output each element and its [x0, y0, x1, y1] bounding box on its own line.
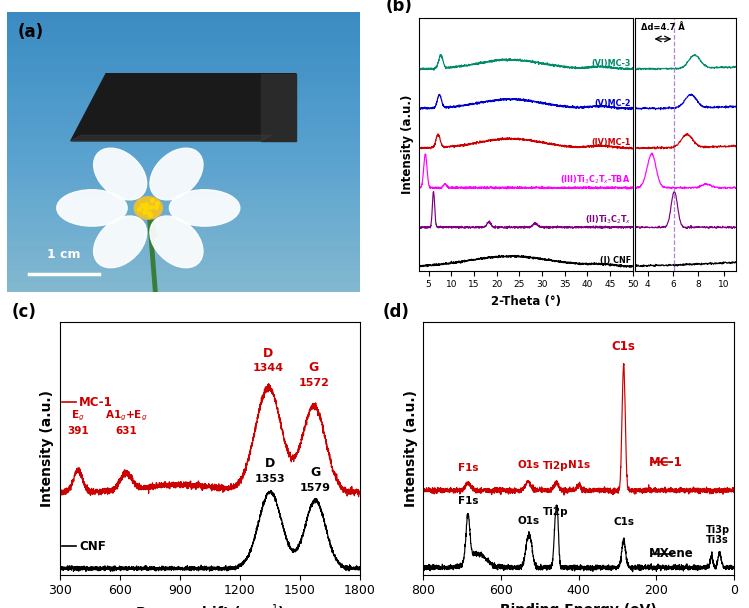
Text: 391: 391: [67, 426, 89, 437]
Text: 1344: 1344: [253, 364, 284, 373]
Text: (VI)MC-3: (VI)MC-3: [591, 59, 631, 67]
Text: CNF: CNF: [79, 540, 106, 553]
Text: Δd=4.7 Å: Δd=4.7 Å: [641, 22, 685, 32]
Polygon shape: [261, 74, 296, 141]
Text: 631: 631: [115, 426, 137, 437]
Text: MXene: MXene: [649, 547, 694, 560]
Text: O1s: O1s: [517, 516, 539, 526]
Text: 1572: 1572: [299, 378, 330, 389]
Text: D: D: [265, 457, 276, 471]
Text: Ti2p: Ti2p: [543, 461, 569, 471]
Text: Ti2p: Ti2p: [543, 507, 569, 517]
X-axis label: Binding Energy (eV): Binding Energy (eV): [500, 603, 657, 608]
Text: D: D: [264, 347, 273, 360]
Text: F1s: F1s: [458, 497, 478, 506]
Text: (II)Ti$_3$C$_2$T$_x$: (II)Ti$_3$C$_2$T$_x$: [584, 213, 631, 226]
Text: 1353: 1353: [255, 474, 285, 484]
Text: Ti3s: Ti3s: [706, 535, 729, 545]
X-axis label: 2-Theta (°): 2-Theta (°): [491, 295, 561, 308]
Text: MC-1: MC-1: [79, 396, 112, 409]
Text: Ti3p: Ti3p: [706, 525, 730, 534]
Text: A1$_g$+E$_g$: A1$_g$+E$_g$: [105, 409, 148, 423]
Text: (III)Ti$_3$C$_2$T$_x$-TBA: (III)Ti$_3$C$_2$T$_x$-TBA: [560, 173, 631, 186]
Text: MC-1: MC-1: [649, 456, 682, 469]
Text: E$_g$: E$_g$: [71, 409, 85, 423]
Text: (d): (d): [383, 303, 410, 321]
Text: 1 cm: 1 cm: [47, 248, 81, 261]
Text: (V)MC-2: (V)MC-2: [594, 98, 631, 108]
Ellipse shape: [169, 190, 240, 226]
Text: (b): (b): [385, 0, 412, 15]
Polygon shape: [71, 74, 296, 141]
Ellipse shape: [150, 148, 203, 200]
Y-axis label: Intensity (a.u.): Intensity (a.u.): [40, 390, 55, 507]
Text: C1s: C1s: [612, 340, 636, 353]
Ellipse shape: [57, 190, 127, 226]
Ellipse shape: [150, 216, 203, 268]
Text: G: G: [309, 362, 319, 375]
Text: 1579: 1579: [300, 483, 331, 493]
X-axis label: Raman shift (cm$^{-1}$): Raman shift (cm$^{-1}$): [135, 603, 285, 608]
Text: G: G: [310, 466, 321, 479]
Text: O1s: O1s: [517, 460, 539, 470]
Ellipse shape: [94, 148, 147, 200]
Text: (c): (c): [12, 303, 37, 321]
Text: F1s: F1s: [458, 463, 478, 473]
Text: (I) CNF: (I) CNF: [599, 256, 631, 265]
Text: (a): (a): [18, 23, 44, 41]
Text: (IV)MC-1: (IV)MC-1: [591, 138, 631, 147]
Ellipse shape: [94, 216, 147, 268]
Circle shape: [134, 197, 163, 219]
Y-axis label: Intensity (a.u.): Intensity (a.u.): [404, 390, 418, 507]
Polygon shape: [71, 135, 271, 141]
Y-axis label: Intensity (a.u.): Intensity (a.u.): [401, 95, 414, 194]
Text: N1s: N1s: [568, 460, 590, 470]
Text: C1s: C1s: [613, 517, 634, 528]
